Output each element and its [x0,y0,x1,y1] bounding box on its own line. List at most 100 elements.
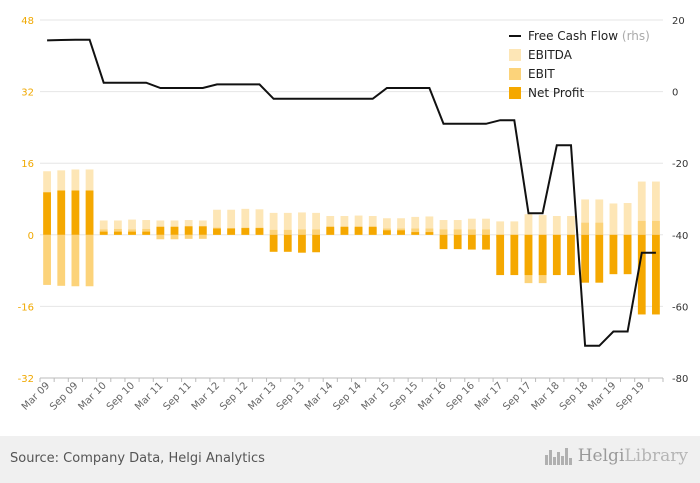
x-tick-label: Mar 09 [20,380,52,412]
ebitda-bar [354,215,363,235]
ebit-bar [184,234,193,239]
ebit-bar [198,234,207,239]
net-profit-bar [581,234,590,283]
net-profit-bar [99,231,108,235]
net-profit-bar [482,234,490,250]
ebitda-bar [439,220,448,235]
ebitda-bar [510,221,519,235]
ebit-bar [581,222,590,235]
net-profit-bar [609,234,618,275]
net-profit-bar [637,234,646,315]
ebit-bar [595,222,604,235]
ebitda-bar [467,218,476,235]
net-profit-bar [170,226,179,235]
ebit-bar [85,234,94,287]
free-cash-flow-line [47,38,656,347]
ebitda-bar [482,218,490,235]
x-tick-label: Mar 13 [246,380,278,412]
ebit-bar [482,229,490,235]
ebit-bar [637,220,646,235]
net-profit-bar [312,234,320,253]
ebitda-bar [538,215,547,235]
y-right-tick-label: -20 [672,159,688,170]
ebitda-bar [581,199,590,235]
y-right-tick-label: -60 [672,302,688,313]
y-right-tick-label: 0 [672,88,678,99]
ebitda-bar [227,209,236,235]
ebitda-bar [552,216,561,235]
x-tick-label: Sep 14 [331,380,363,412]
x-tick-label: Sep 12 [218,380,250,412]
x-tick-label: Mar 18 [530,380,562,412]
net-profit-bar [340,226,349,235]
net-profit-bar [57,190,66,235]
net-profit-bar [298,234,306,253]
legend-free-cash-flow-label: Free Cash Flow (rhs) [528,29,650,43]
net-profit-bar [184,226,193,235]
net-profit-bar [595,234,604,283]
ebit-bar [312,229,320,235]
x-tick-label: Mar 19 [586,380,618,412]
net-profit-bar [496,234,505,276]
x-tick-label: Mar 15 [360,380,392,412]
ebitda-bar [298,212,306,235]
city-skyline-icon [544,448,572,465]
ebitda-bar [255,209,264,235]
ebitda-bar [652,181,660,235]
logo-word-b: Library [624,446,688,466]
legend-ebit-label: EBIT [528,67,555,81]
ebitda-bar [269,212,278,235]
ebitda-bar [142,220,151,235]
y-right-tick-label: -40 [672,231,688,242]
net-profit-bar [142,231,151,235]
ebitda-bar [241,208,250,235]
ebitda-bar [397,218,405,235]
net-profit-bar [71,190,80,235]
ebitda-bar [411,216,420,235]
net-profit-bar [213,228,221,235]
ebitda-bar [128,219,136,235]
net-profit-bar [552,234,561,276]
net-profit-bar [255,228,264,235]
net-profit-bar [397,230,405,235]
y-left-tick-label: 32 [21,88,34,99]
ebit-bar [298,229,306,235]
net-profit-bar [128,231,136,235]
y-left-tick-label: 0 [28,231,34,242]
net-profit-bar [425,232,434,235]
ebit-bar [170,234,179,240]
x-tick-label: Mar 12 [190,380,222,412]
net-profit-bar [524,234,533,276]
ebit-bar [439,229,448,235]
legend-ebitda-label: EBITDA [528,48,573,62]
net-profit-bar [283,234,292,252]
helgi-library-logo: HelgiLibrary [544,446,688,466]
ebitda-bar [113,220,122,235]
x-tick-label: Sep 09 [48,380,80,412]
ebit-bar [71,234,80,287]
x-tick-label: Sep 15 [388,380,420,412]
y-left-tick-label: -32 [18,374,34,385]
net-profit-bar [453,234,462,250]
ebitda-bar [524,214,533,235]
net-profit-bar [354,226,363,235]
net-profit-bar [198,226,207,235]
y-right-tick-label: -80 [672,374,688,385]
net-profit-bar [241,228,250,235]
ebit-bar [57,234,66,286]
net-profit-bar [85,190,94,235]
net-profit-bar [43,192,51,235]
ebitda-bar [213,209,221,235]
ebit-bar [425,228,434,235]
ebitda-bar [383,218,391,235]
x-tick-label: Sep 10 [105,380,137,412]
footer [0,436,700,483]
y-left-tick-label: -16 [18,302,34,313]
ebit-bar [283,229,292,235]
ebitda-bar [567,216,575,235]
legend-rhs-suffix: (rhs) [622,29,650,43]
net-profit-bar [156,226,165,235]
net-profit-bar [411,232,420,235]
ebit-bar [269,229,278,235]
